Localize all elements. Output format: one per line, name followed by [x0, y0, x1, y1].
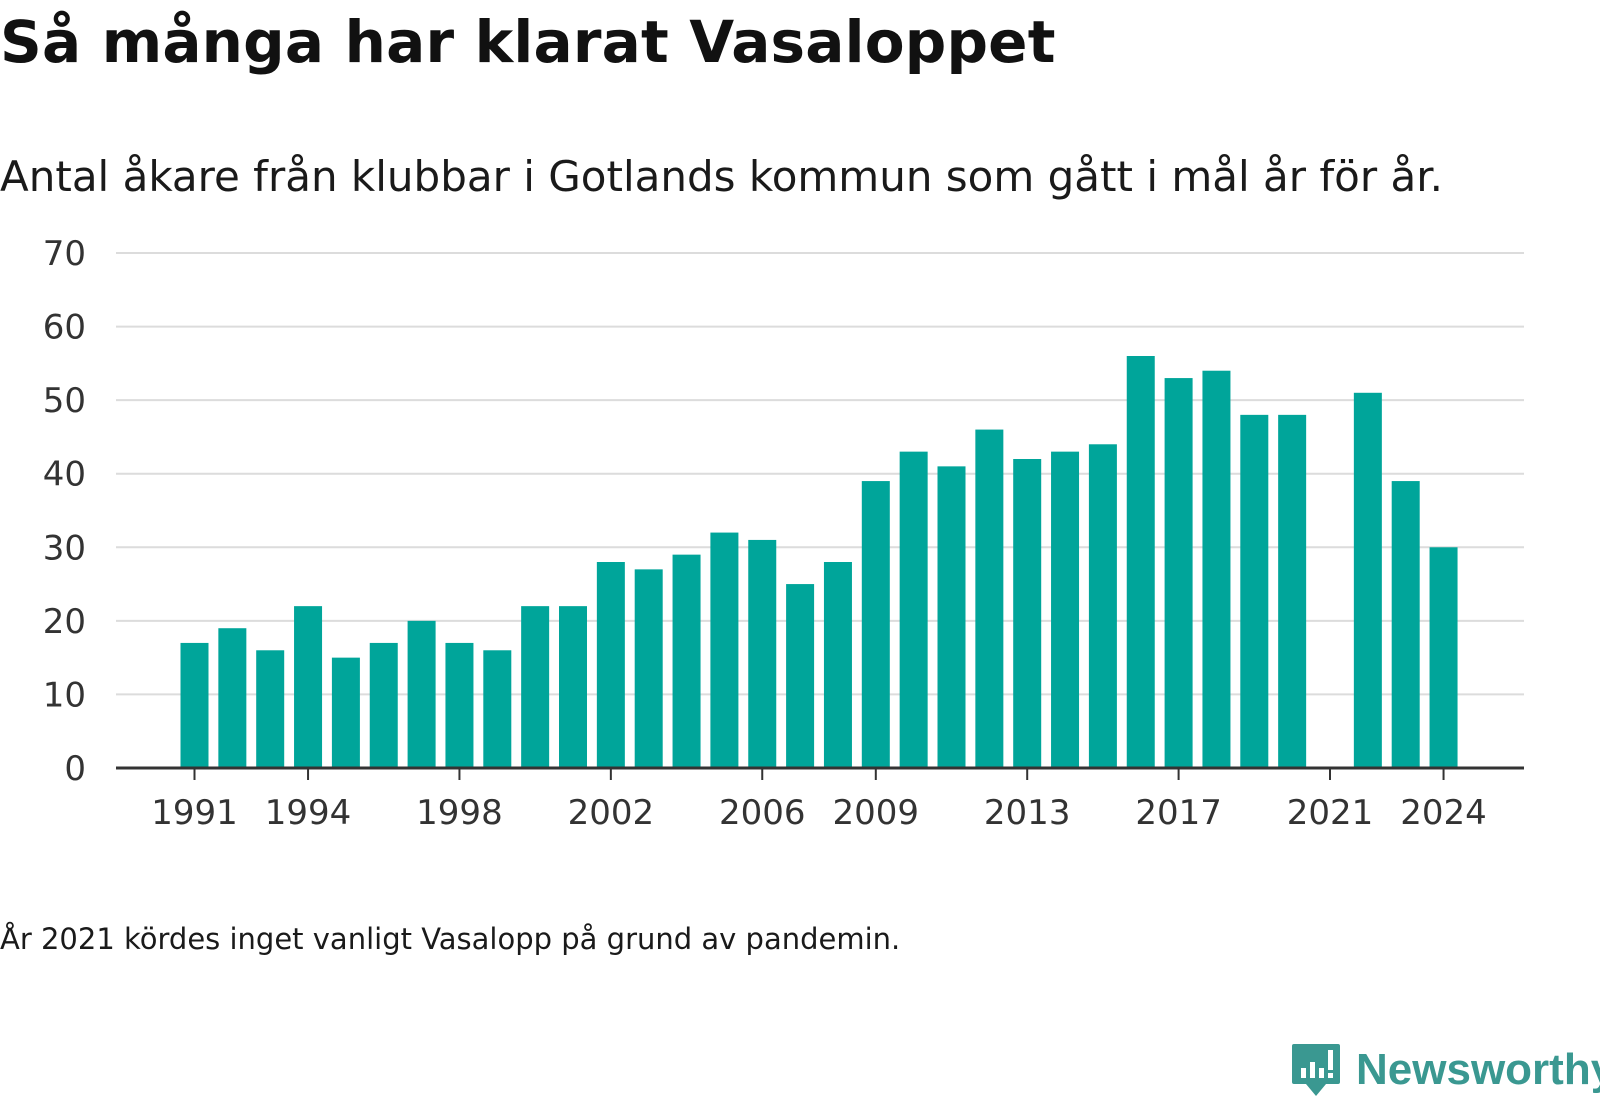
- bar-2022: [1353, 392, 1382, 768]
- bar-2016: [1126, 356, 1155, 768]
- x-tick-label: 1991: [151, 793, 238, 833]
- chart-subtitle: Antal åkare från klubbar i Gotlands komm…: [0, 152, 1443, 201]
- bar-2011: [937, 466, 966, 768]
- x-axis-labels: 1991 1994 1998 2002 2006 2009 2013 2017 2021 2024: [151, 793, 1487, 833]
- bar-2015: [1088, 444, 1117, 768]
- bar-2017: [1164, 378, 1193, 768]
- x-tick-label: 2009: [833, 793, 920, 833]
- x-tick-label: 1994: [265, 793, 352, 833]
- bars: [180, 356, 1458, 768]
- bar-2009: [861, 481, 890, 768]
- bar-1999: [483, 650, 512, 768]
- bar-2024: [1429, 547, 1458, 768]
- x-tick-label: 2013: [984, 793, 1071, 833]
- y-tick-label: 50: [43, 381, 86, 421]
- bar-2008: [823, 562, 852, 768]
- bar-1997: [407, 620, 436, 768]
- y-tick-label: 70: [43, 234, 86, 274]
- bar-1992: [218, 628, 247, 768]
- y-tick-label: 30: [43, 528, 86, 568]
- bar-1991: [180, 642, 209, 768]
- bar-2004: [672, 554, 701, 768]
- x-tick-label: 1998: [416, 793, 503, 833]
- brand-name: Newsworthy: [1356, 1045, 1600, 1094]
- x-tick-label: 2021: [1287, 793, 1374, 833]
- y-tick-label: 20: [43, 602, 86, 642]
- x-tick-label: 2002: [568, 793, 655, 833]
- bar-2005: [710, 532, 739, 768]
- bar-2013: [1013, 459, 1042, 768]
- bar-2012: [975, 429, 1004, 768]
- bar-1998: [445, 642, 474, 768]
- newsworthy-logo-icon: [1292, 1044, 1340, 1096]
- y-tick-label: 10: [43, 675, 86, 715]
- bar-2000: [521, 606, 550, 768]
- bar-2010: [899, 451, 928, 768]
- x-tick-label: 2024: [1400, 793, 1487, 833]
- bar-2002: [596, 562, 625, 768]
- y-tick-label: 60: [43, 308, 86, 348]
- y-tick-label: 40: [43, 455, 86, 495]
- y-axis-labels: 0 10 20 30 40 50 60 70: [43, 234, 86, 789]
- y-tick-label: 0: [64, 749, 86, 789]
- grid-lines: [116, 252, 1524, 696]
- bar-1995: [331, 657, 360, 768]
- bar-2014: [1051, 451, 1080, 768]
- x-tick-label: 2017: [1135, 793, 1222, 833]
- bar-2018: [1202, 370, 1231, 768]
- bar-2006: [748, 539, 777, 768]
- bar-2019: [1240, 414, 1269, 768]
- bar-2023: [1391, 481, 1420, 768]
- x-axis: [116, 766, 1524, 780]
- brand-logo: Newsworthy: [1290, 1040, 1600, 1100]
- bar-2020: [1278, 414, 1307, 768]
- bar-1993: [256, 650, 285, 768]
- bar-2007: [786, 584, 815, 768]
- bar-chart: 0 10 20 30 40 50 60 70 1991 1994 1998 2002 2006 2009…: [43, 234, 1524, 833]
- bar-2003: [634, 569, 663, 768]
- bar-2001: [559, 606, 587, 768]
- x-tick-label: 2006: [719, 793, 806, 833]
- chart-title: Så många har klarat Vasaloppet: [0, 8, 1056, 76]
- bar-1996: [369, 642, 398, 768]
- bar-1994: [294, 606, 323, 768]
- chart-footnote: År 2021 kördes inget vanligt Vasalopp på…: [0, 922, 901, 956]
